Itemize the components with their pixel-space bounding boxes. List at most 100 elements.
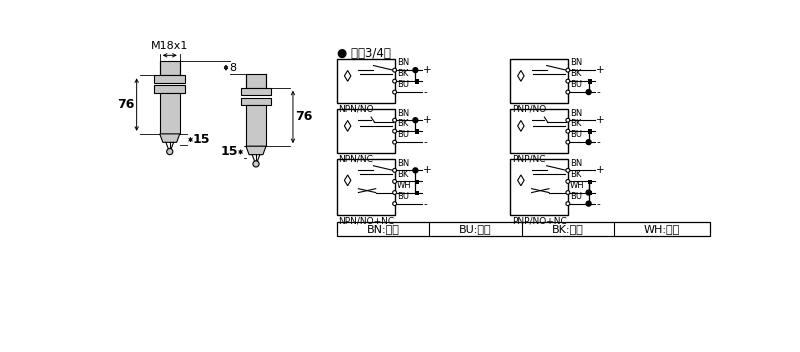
Text: -: - xyxy=(596,199,600,209)
Circle shape xyxy=(566,202,570,206)
Bar xyxy=(414,191,419,195)
Circle shape xyxy=(393,90,397,94)
Text: BK: BK xyxy=(570,119,582,128)
Bar xyxy=(510,109,568,153)
Circle shape xyxy=(586,190,591,195)
Bar xyxy=(510,159,568,215)
Polygon shape xyxy=(246,146,266,155)
Text: BN: BN xyxy=(570,58,582,68)
Text: BK:黑色: BK:黑色 xyxy=(552,224,584,234)
Bar xyxy=(588,79,593,84)
Text: BK: BK xyxy=(397,170,408,179)
Polygon shape xyxy=(344,70,351,81)
Text: BN: BN xyxy=(397,159,409,168)
Text: BN: BN xyxy=(570,108,582,118)
Text: BN:棕色: BN:棕色 xyxy=(366,224,399,234)
Text: PNP/NO+NC: PNP/NO+NC xyxy=(512,216,566,225)
Circle shape xyxy=(393,118,397,122)
Bar xyxy=(246,105,266,146)
Circle shape xyxy=(566,140,570,144)
Circle shape xyxy=(566,180,570,183)
Text: BN: BN xyxy=(397,108,409,118)
Text: NPN/NO+NC: NPN/NO+NC xyxy=(338,216,394,225)
Polygon shape xyxy=(518,175,524,186)
Polygon shape xyxy=(344,175,351,186)
Text: +: + xyxy=(423,115,432,125)
Text: BU: BU xyxy=(397,80,409,89)
Text: -: - xyxy=(423,87,427,97)
Bar xyxy=(414,180,419,184)
Text: BK: BK xyxy=(397,119,408,128)
Circle shape xyxy=(166,149,173,155)
Text: 76: 76 xyxy=(295,111,313,124)
Text: +: + xyxy=(596,65,605,75)
Bar xyxy=(414,79,419,84)
Text: PNP/NO: PNP/NO xyxy=(512,105,546,114)
Bar xyxy=(154,75,185,83)
Text: BU: BU xyxy=(397,192,409,201)
Bar xyxy=(160,62,180,75)
Bar xyxy=(337,109,394,153)
Circle shape xyxy=(566,191,570,194)
Bar xyxy=(241,88,271,95)
Bar xyxy=(337,222,710,236)
Bar xyxy=(337,159,394,215)
Bar xyxy=(246,74,266,88)
Text: WH: WH xyxy=(397,181,411,190)
Circle shape xyxy=(393,202,397,206)
Text: NPN/NC: NPN/NC xyxy=(338,155,374,164)
Text: WH:白色: WH:白色 xyxy=(644,224,680,234)
Text: BU: BU xyxy=(397,131,409,139)
Text: +: + xyxy=(423,165,432,175)
Text: M18x1: M18x1 xyxy=(151,41,189,51)
Bar xyxy=(160,93,180,134)
Bar xyxy=(588,129,593,134)
Circle shape xyxy=(393,68,397,72)
Circle shape xyxy=(566,169,570,172)
Circle shape xyxy=(586,140,591,145)
Circle shape xyxy=(566,129,570,133)
Text: BU: BU xyxy=(570,192,582,201)
Text: -: - xyxy=(596,87,600,97)
Bar xyxy=(337,59,394,103)
Circle shape xyxy=(413,168,418,173)
Text: PNP/NC: PNP/NC xyxy=(512,155,545,164)
Text: BK: BK xyxy=(570,69,582,78)
Polygon shape xyxy=(160,134,180,142)
Polygon shape xyxy=(518,120,524,131)
Text: 8: 8 xyxy=(229,63,236,73)
Text: BU: BU xyxy=(570,80,582,89)
Circle shape xyxy=(586,90,591,95)
Text: ● 直涁3/4线: ● 直涁3/4线 xyxy=(337,47,390,60)
Text: BN: BN xyxy=(397,58,409,68)
Text: +: + xyxy=(596,115,605,125)
Circle shape xyxy=(566,79,570,83)
Text: -: - xyxy=(596,137,600,147)
Text: 15: 15 xyxy=(193,133,210,146)
Circle shape xyxy=(413,118,418,122)
Circle shape xyxy=(393,140,397,144)
Circle shape xyxy=(393,180,397,183)
Circle shape xyxy=(393,79,397,83)
Text: NPN/NO: NPN/NO xyxy=(338,105,374,114)
Bar xyxy=(414,129,419,134)
Bar xyxy=(510,59,568,103)
Text: BU:兰色: BU:兰色 xyxy=(459,224,492,234)
Bar xyxy=(154,86,185,93)
Circle shape xyxy=(253,161,259,167)
Text: BK: BK xyxy=(570,170,582,179)
Bar xyxy=(588,191,593,195)
Text: +: + xyxy=(596,165,605,175)
Circle shape xyxy=(393,191,397,194)
Circle shape xyxy=(586,201,591,206)
Circle shape xyxy=(393,129,397,133)
Bar xyxy=(588,180,593,184)
Text: -: - xyxy=(423,199,427,209)
Text: WH: WH xyxy=(570,181,585,190)
Text: BN: BN xyxy=(570,159,582,168)
Circle shape xyxy=(566,118,570,122)
Text: BK: BK xyxy=(397,69,408,78)
Polygon shape xyxy=(518,70,524,81)
Circle shape xyxy=(393,169,397,172)
Text: -: - xyxy=(423,137,427,147)
